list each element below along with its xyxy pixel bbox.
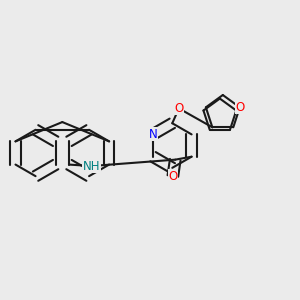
Text: O: O	[168, 169, 178, 182]
Text: N: N	[148, 128, 158, 141]
Text: NH: NH	[82, 160, 100, 172]
Text: O: O	[235, 101, 244, 114]
Text: O: O	[174, 102, 184, 115]
